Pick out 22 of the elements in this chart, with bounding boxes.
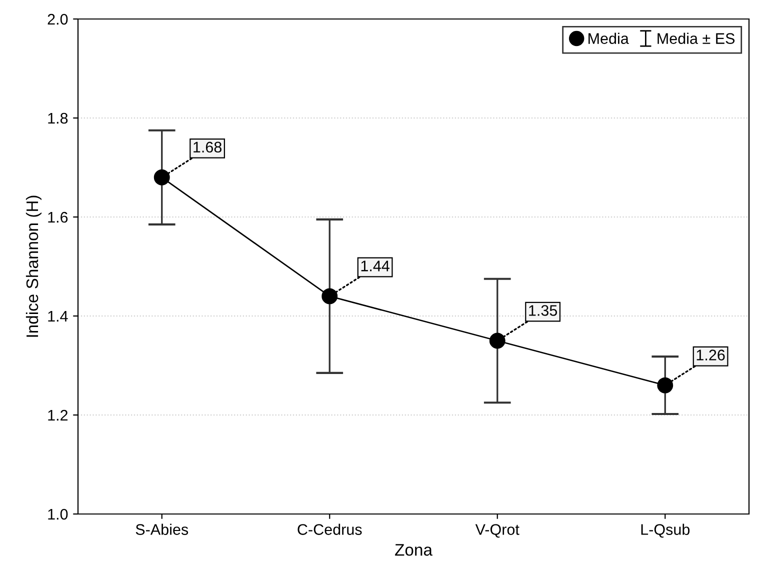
y-tick-label: 1.2 [48, 410, 68, 421]
annotation: Media ± ES [658, 32, 735, 44]
y-tick-label: 1.4 [48, 311, 68, 322]
point [657, 377, 674, 394]
y-tick-label: 1.0 [48, 508, 68, 520]
point [322, 288, 338, 304]
legend-label: Media [588, 32, 629, 44]
point [154, 169, 170, 186]
x-tick-label: S-Abies [136, 524, 188, 535]
data-label: 1.68 [194, 142, 222, 153]
y-tick-label: 1.6 [48, 212, 68, 223]
x-tick-label: V-Qrot [475, 524, 520, 538]
y-axis-title: Indice Shannon (H) [26, 196, 42, 337]
y-tick-label: 2.0 [48, 14, 68, 25]
x-tick-label: L-Qsub [641, 524, 690, 538]
x-tick-label: C-Cedrus [298, 524, 362, 535]
x-axis-title: Zona [395, 544, 432, 556]
data-label: 1.26 [696, 350, 725, 360]
data-label: 1.35 [529, 305, 558, 316]
y-tick-label: 1.8 [48, 112, 68, 124]
point [489, 332, 506, 349]
data-label: 1.44 [361, 260, 390, 272]
